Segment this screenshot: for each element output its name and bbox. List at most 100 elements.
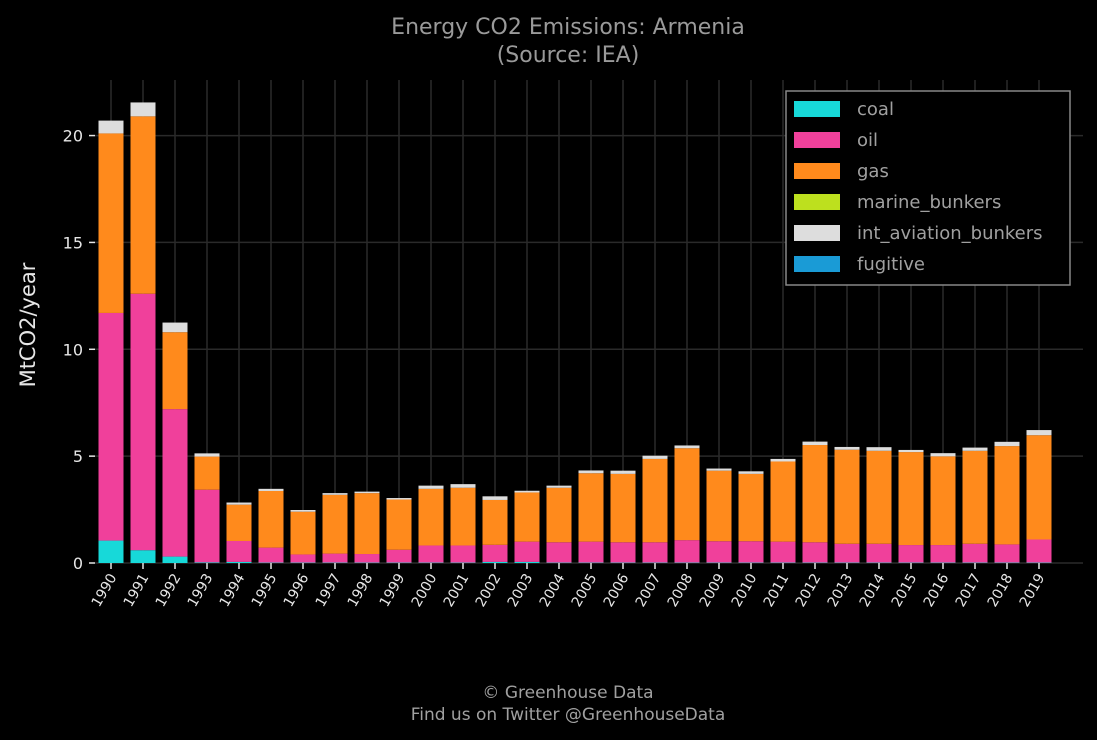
bar-gas-2017 (962, 450, 988, 544)
bar-int_aviation_bunkers-1996 (290, 509, 316, 512)
x-tick-label: 1993 (185, 571, 217, 610)
bar-coal-2002 (482, 561, 508, 563)
x-tick-label: 1996 (281, 571, 313, 610)
bar-int_aviation_bunkers-1991 (130, 102, 156, 117)
bar-oil-2001 (450, 545, 476, 563)
y-tick-label: 15 (63, 233, 83, 252)
x-tick-label: 2017 (953, 571, 985, 610)
bar-gas-2012 (802, 445, 828, 543)
chart-title: Energy CO2 Emissions: Armenia (391, 15, 745, 40)
x-tick-label: 1994 (217, 571, 249, 610)
bar-int_aviation_bunkers-2017 (962, 447, 988, 451)
bar-int_aviation_bunkers-2014 (866, 447, 892, 451)
legend: coal oil gas marine_bunkers int_aviation_bun… (785, 90, 1071, 286)
x-tick-label: 1998 (345, 571, 377, 610)
bar-oil-1993 (194, 489, 220, 563)
x-tick-label: 2004 (537, 571, 569, 610)
footer-copyright: © Greenhouse Data (482, 683, 653, 703)
bar-oil-2007 (642, 542, 668, 563)
bar-gas-1990 (98, 133, 124, 313)
x-tick-label: 2011 (761, 571, 793, 610)
bar-oil-2011 (770, 541, 796, 563)
bar-gas-2002 (482, 499, 508, 545)
x-tick-label: 2014 (857, 571, 889, 610)
bar-oil-1990 (98, 312, 124, 541)
bar-oil-2019 (1026, 539, 1052, 563)
bar-gas-2014 (866, 450, 892, 544)
bar-int_aviation_bunkers-2019 (1026, 430, 1052, 436)
bar-gas-2011 (770, 461, 796, 542)
legend-label-coal: coal (857, 99, 894, 120)
bar-coal-1993 (194, 562, 220, 563)
legend-swatch-oil (794, 132, 840, 148)
x-tick-label: 2018 (985, 571, 1017, 610)
bar-gas-1991 (130, 116, 156, 294)
bar-gas-2016 (930, 456, 956, 546)
bar-coal-1990 (98, 540, 124, 563)
bar-gas-2003 (514, 492, 540, 542)
x-tick-label: 2019 (1017, 571, 1049, 610)
bar-gas-2000 (418, 488, 444, 546)
bar-oil-2006 (610, 542, 636, 563)
x-tick-label: 2008 (665, 571, 697, 610)
bar-int_aviation_bunkers-2018 (994, 441, 1020, 447)
bar-int_aviation_bunkers-2009 (706, 468, 732, 471)
x-tick-label: 1990 (89, 571, 121, 610)
x-tick-label: 1991 (121, 571, 153, 610)
bar-int_aviation_bunkers-1998 (354, 491, 380, 494)
bar-oil-2014 (866, 543, 892, 563)
x-tick-label: 2002 (473, 571, 505, 610)
bar-oil-2010 (738, 541, 764, 563)
bar-int_aviation_bunkers-2015 (898, 449, 924, 453)
x-tick-label: 2007 (633, 571, 665, 610)
bar-int_aviation_bunkers-1992 (162, 322, 188, 333)
bar-oil-1996 (290, 554, 316, 563)
bar-int_aviation_bunkers-1995 (258, 488, 284, 491)
bar-gas-2004 (546, 487, 572, 543)
legend-swatch-gas (794, 163, 840, 179)
bar-oil-2015 (898, 545, 924, 563)
bar-int_aviation_bunkers-1994 (226, 502, 252, 505)
bar-coal-1991 (130, 550, 156, 563)
legend-swatch-fugitive (794, 256, 840, 272)
bar-oil-2002 (482, 544, 508, 562)
bar-gas-2010 (738, 473, 764, 542)
x-tick-label: 1999 (377, 571, 409, 610)
bar-gas-2009 (706, 470, 732, 542)
bar-oil-1999 (386, 549, 412, 563)
bar-gas-2018 (994, 446, 1020, 545)
x-tick-label: 2012 (793, 571, 825, 610)
legend-swatch-int_aviation_bunkers (794, 225, 840, 241)
y-tick-label: 10 (63, 340, 83, 359)
y-tick-label: 5 (73, 447, 83, 466)
bar-int_aviation_bunkers-2006 (610, 470, 636, 474)
x-tick-label: 2000 (409, 571, 441, 610)
bar-gas-2001 (450, 487, 476, 546)
y-tick-label: 20 (63, 127, 83, 146)
legend-box (785, 90, 1071, 286)
bars (98, 102, 1052, 563)
bar-int_aviation_bunkers-2002 (482, 496, 508, 500)
x-tick-label: 2001 (441, 571, 473, 610)
bar-int_aviation_bunkers-2000 (418, 485, 444, 489)
bar-oil-2018 (994, 544, 1020, 563)
bar-oil-2017 (962, 543, 988, 563)
bar-oil-1995 (258, 547, 284, 563)
bar-int_aviation_bunkers-2001 (450, 484, 476, 488)
bar-gas-2013 (834, 449, 860, 544)
bar-gas-2007 (642, 458, 668, 543)
bar-gas-1999 (386, 499, 412, 550)
bar-oil-2003 (514, 541, 540, 562)
bar-gas-1994 (226, 504, 252, 541)
y-tick-label: 0 (73, 554, 83, 573)
bar-gas-1996 (290, 511, 316, 555)
bar-int_aviation_bunkers-1997 (322, 493, 348, 495)
x-tick-label: 2016 (921, 571, 953, 610)
bar-oil-2000 (418, 545, 444, 563)
bar-gas-2008 (674, 448, 700, 541)
bar-gas-2019 (1026, 435, 1052, 540)
bar-int_aviation_bunkers-2004 (546, 485, 572, 488)
bar-oil-1994 (226, 540, 252, 562)
bar-gas-1993 (194, 456, 220, 490)
bar-oil-2016 (930, 545, 956, 563)
